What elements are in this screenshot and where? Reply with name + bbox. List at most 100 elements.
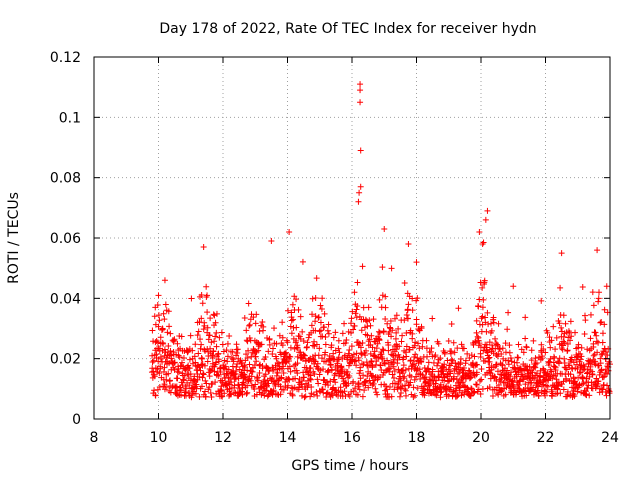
data-point: [481, 280, 488, 287]
data-point: [393, 312, 400, 319]
data-point: [380, 328, 387, 335]
data-point: [578, 344, 585, 351]
data-point: [191, 353, 198, 360]
data-point: [374, 340, 381, 347]
y-tick-label: 0.08: [50, 171, 81, 187]
data-point: [595, 295, 602, 302]
data-point: [490, 319, 497, 326]
data-point: [312, 327, 319, 334]
data-point: [261, 387, 268, 394]
data-point: [540, 365, 547, 372]
data-point: [329, 392, 336, 399]
data-point: [384, 320, 391, 327]
data-point: [399, 332, 406, 339]
data-point: [433, 377, 440, 384]
data-point: [171, 336, 178, 343]
data-point: [388, 393, 395, 400]
data-point: [444, 357, 451, 364]
y-tick-label: 0.1: [59, 110, 81, 126]
data-point: [414, 385, 421, 392]
data-point: [155, 292, 162, 299]
data-point: [558, 324, 565, 331]
data-point: [351, 358, 358, 365]
data-point: [473, 381, 480, 388]
data-point: [383, 386, 390, 393]
data-point: [350, 351, 357, 358]
data-point: [455, 305, 462, 312]
data-point: [403, 311, 410, 318]
x-tick-label: 14: [279, 430, 297, 446]
data-point: [395, 366, 402, 373]
data-point: [598, 367, 605, 374]
data-point: [212, 379, 219, 386]
data-point: [178, 387, 185, 394]
data-point: [183, 385, 190, 392]
data-point: [606, 388, 613, 395]
data-point: [207, 315, 214, 322]
data-point: [357, 87, 364, 94]
data-point: [254, 374, 261, 381]
data-point: [355, 198, 362, 205]
data-point: [557, 284, 564, 291]
data-point: [269, 374, 276, 381]
data-point: [308, 390, 315, 397]
data-point: [174, 375, 181, 382]
data-point: [243, 327, 250, 334]
data-point: [409, 307, 416, 314]
data-point: [475, 303, 482, 310]
data-point: [507, 373, 514, 380]
data-point: [293, 324, 300, 331]
data-point: [359, 393, 366, 400]
data-point: [359, 360, 366, 367]
data-point: [230, 390, 237, 397]
y-tick-label: 0: [72, 412, 81, 428]
data-point: [368, 332, 375, 339]
data-point: [458, 341, 465, 348]
data-point: [359, 339, 366, 346]
data-point: [482, 358, 489, 365]
data-point: [571, 393, 578, 400]
data-point: [393, 346, 400, 353]
data-point: [195, 328, 202, 335]
data-point: [587, 311, 594, 318]
data-point: [560, 386, 567, 393]
data-point: [486, 354, 493, 361]
data-point: [297, 313, 304, 320]
data-point: [165, 370, 172, 377]
data-point: [325, 330, 332, 337]
data-point: [573, 361, 580, 368]
data-point: [514, 359, 521, 366]
data-point: [317, 302, 324, 309]
data-point: [345, 391, 352, 398]
data-point: [161, 316, 168, 323]
data-point: [440, 347, 447, 354]
data-point: [411, 376, 418, 383]
data-point: [563, 376, 570, 383]
data-point: [280, 363, 287, 370]
data-point: [435, 340, 442, 347]
data-point: [478, 376, 485, 383]
data-point: [577, 356, 584, 363]
data-point: [314, 376, 321, 383]
data-point: [287, 344, 294, 351]
data-point: [424, 353, 431, 360]
data-point: [533, 359, 540, 366]
data-point: [199, 374, 206, 381]
data-point: [300, 337, 307, 344]
data-point: [586, 358, 593, 365]
data-point: [373, 345, 380, 352]
data-point: [416, 345, 423, 352]
data-point: [596, 289, 603, 296]
data-point: [327, 362, 334, 369]
data-point: [322, 334, 329, 341]
data-point: [269, 350, 276, 357]
y-tick-label: 0.02: [50, 352, 81, 368]
data-point: [266, 341, 273, 348]
data-point: [467, 392, 474, 399]
data-point: [232, 370, 239, 377]
data-point: [305, 334, 312, 341]
data-point: [515, 382, 522, 389]
data-point: [530, 337, 537, 344]
data-point: [297, 349, 304, 356]
data-point: [219, 341, 226, 348]
